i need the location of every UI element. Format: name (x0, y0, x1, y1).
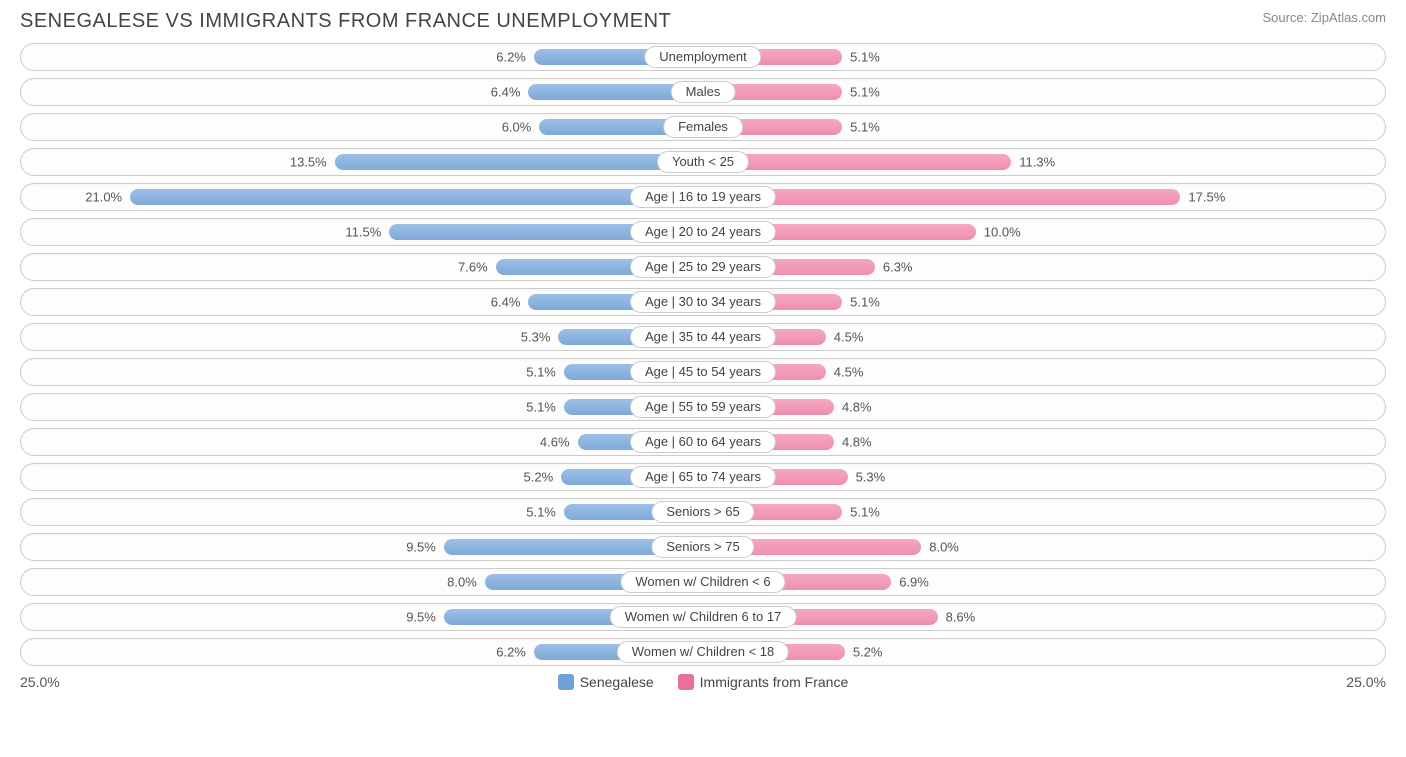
value-label-left: 9.5% (406, 540, 444, 555)
category-label: Women w/ Children < 6 (620, 571, 785, 593)
bar-left: 13.5% (335, 154, 703, 170)
chart-row: 5.3% 4.5% Age | 35 to 44 years (20, 323, 1386, 351)
value-label-right: 17.5% (1180, 190, 1225, 205)
value-label-right: 4.5% (826, 365, 864, 380)
category-label: Unemployment (644, 46, 761, 68)
chart-row: 13.5%11.3%Youth < 25 (20, 148, 1386, 176)
value-label-right: 4.8% (834, 400, 872, 415)
category-label: Age | 65 to 74 years (630, 466, 776, 488)
value-label-left: 5.1% (526, 400, 564, 415)
chart-row: 6.4% 5.1% Males (20, 78, 1386, 106)
value-label-right: 6.9% (891, 575, 929, 590)
value-label-left: 21.0% (85, 190, 130, 205)
chart-row: 6.4% 5.1% Age | 30 to 34 years (20, 288, 1386, 316)
category-label: Age | 55 to 59 years (630, 396, 776, 418)
chart-row: 5.1% 4.8% Age | 55 to 59 years (20, 393, 1386, 421)
legend-label-right: Immigrants from France (700, 674, 849, 690)
chart-source: Source: ZipAtlas.com (1262, 10, 1386, 25)
value-label-right: 4.8% (834, 435, 872, 450)
value-label-right: 5.1% (842, 505, 880, 520)
chart-row: 9.5% 8.0% Seniors > 75 (20, 533, 1386, 561)
value-label-right: 5.1% (842, 85, 880, 100)
value-label-right: 5.1% (842, 120, 880, 135)
value-label-right: 5.3% (848, 470, 886, 485)
legend: Senegalese Immigrants from France (558, 674, 849, 690)
chart-row: 5.1% 5.1% Seniors > 65 (20, 498, 1386, 526)
value-label-right: 10.0% (976, 225, 1021, 240)
value-label-left: 9.5% (406, 610, 444, 625)
value-label-right: 4.5% (826, 330, 864, 345)
value-label-right: 6.3% (875, 260, 913, 275)
chart-row: 21.0% 17.5% Age | 16 to 19 years (20, 183, 1386, 211)
category-label: Youth < 25 (657, 151, 749, 173)
chart-row: 11.5% 10.0% Age | 20 to 24 years (20, 218, 1386, 246)
value-label-right: 5.2% (845, 645, 883, 660)
chart-header: SENEGALESE VS IMMIGRANTS FROM FRANCE UNE… (20, 10, 1386, 33)
chart-title: SENEGALESE VS IMMIGRANTS FROM FRANCE UNE… (20, 10, 671, 33)
value-label-left: 8.0% (447, 575, 485, 590)
category-label: Age | 16 to 19 years (630, 186, 776, 208)
value-label-right: 5.1% (842, 295, 880, 310)
category-label: Women w/ Children 6 to 17 (610, 606, 797, 628)
category-label: Age | 20 to 24 years (630, 221, 776, 243)
chart-row: 6.0% 5.1% Females (20, 113, 1386, 141)
category-label: Males (671, 81, 736, 103)
value-label-left: 13.5% (290, 155, 335, 170)
chart-row: 9.5% 8.6% Women w/ Children 6 to 17 (20, 603, 1386, 631)
value-label-left: 5.3% (521, 330, 559, 345)
value-label-left: 6.2% (496, 50, 534, 65)
legend-swatch-left (558, 674, 574, 690)
category-label: Age | 30 to 34 years (630, 291, 776, 313)
chart-footer: 25.0% Senegalese Immigrants from France … (20, 674, 1386, 690)
legend-item-right: Immigrants from France (678, 674, 849, 690)
chart-row: 5.1% 4.5% Age | 45 to 54 years (20, 358, 1386, 386)
category-label: Age | 45 to 54 years (630, 361, 776, 383)
value-label-left: 6.4% (491, 295, 529, 310)
category-label: Age | 35 to 44 years (630, 326, 776, 348)
legend-item-left: Senegalese (558, 674, 654, 690)
chart-row: 4.6% 4.8% Age | 60 to 64 years (20, 428, 1386, 456)
value-label-left: 4.6% (540, 435, 578, 450)
category-label: Age | 25 to 29 years (630, 256, 776, 278)
value-label-left: 5.2% (524, 470, 562, 485)
value-label-left: 5.1% (526, 505, 564, 520)
value-label-right: 11.3% (1011, 155, 1055, 170)
value-label-left: 5.1% (526, 365, 564, 380)
category-label: Females (663, 116, 743, 138)
value-label-left: 6.4% (491, 85, 529, 100)
category-label: Seniors > 65 (651, 501, 754, 523)
category-label: Women w/ Children < 18 (617, 641, 789, 663)
bar-right: 11.3% (703, 154, 1011, 170)
axis-label-right: 25.0% (1346, 674, 1386, 690)
value-label-right: 5.1% (842, 50, 880, 65)
bar-left: 21.0% (130, 189, 703, 205)
axis-label-left: 25.0% (20, 674, 60, 690)
chart-row: 7.6% 6.3% Age | 25 to 29 years (20, 253, 1386, 281)
value-label-right: 8.0% (921, 540, 959, 555)
chart-row: 5.2% 5.3% Age | 65 to 74 years (20, 463, 1386, 491)
value-label-right: 8.6% (938, 610, 976, 625)
legend-label-left: Senegalese (580, 674, 654, 690)
diverging-bar-chart: 6.2% 5.1% Unemployment 6.4% 5.1% Males 6.0% 5.1… (20, 43, 1386, 666)
value-label-left: 6.0% (502, 120, 540, 135)
category-label: Age | 60 to 64 years (630, 431, 776, 453)
chart-row: 6.2% 5.1% Unemployment (20, 43, 1386, 71)
value-label-left: 6.2% (496, 645, 534, 660)
chart-row: 6.2% 5.2% Women w/ Children < 18 (20, 638, 1386, 666)
value-label-left: 7.6% (458, 260, 496, 275)
category-label: Seniors > 75 (651, 536, 754, 558)
legend-swatch-right (678, 674, 694, 690)
value-label-left: 11.5% (345, 225, 389, 240)
chart-row: 8.0% 6.9% Women w/ Children < 6 (20, 568, 1386, 596)
